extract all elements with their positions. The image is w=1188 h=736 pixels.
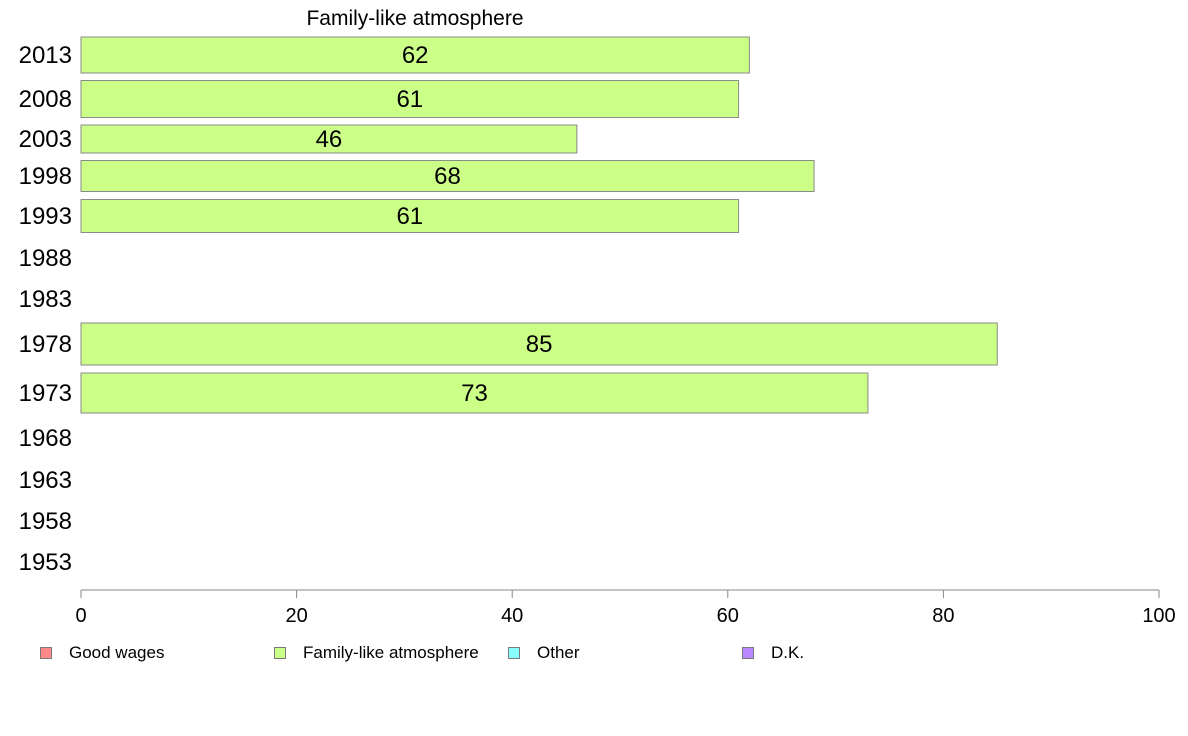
- category-label: 1998: [19, 163, 72, 190]
- bar: [80, 80, 740, 118]
- legend-item-good-wages: Good wages: [40, 643, 164, 663]
- bar: [80, 372, 869, 414]
- category-label: 1968: [19, 425, 72, 452]
- legend-swatch-good-wages: [40, 647, 52, 659]
- x-tick-label: 100: [1142, 605, 1175, 627]
- bar: [80, 322, 998, 366]
- bar-value-label: 85: [526, 331, 553, 358]
- bar-value-label: 61: [396, 203, 423, 230]
- x-tick-label: 20: [285, 605, 307, 627]
- x-tick-label: 80: [932, 605, 954, 627]
- x-axis: 0 20 40 60 80 100: [75, 589, 1176, 627]
- category-label: 1993: [19, 203, 72, 230]
- legend-swatch-dk: [742, 647, 754, 659]
- category-label: 1983: [19, 286, 72, 313]
- legend-label-dk: D.K.: [771, 643, 805, 662]
- x-tick-label: 0: [75, 605, 86, 627]
- bars-layer: 2013 62 2008 61 2003 46 1998 68 1993 61 1988 1983 19…: [19, 36, 998, 576]
- legend-swatch-family-like-atmosphere: [274, 647, 286, 659]
- legend-item-other: Other: [508, 643, 580, 663]
- x-tick-label: 40: [501, 605, 523, 627]
- chart-title: Family-like atmosphere: [306, 7, 523, 30]
- legend-swatch-other: [508, 647, 520, 659]
- bar-value-label: 73: [461, 380, 488, 407]
- legend-label-family-like-atmosphere: Family-like atmosphere: [303, 643, 479, 662]
- legend-item-family-like-atmosphere: Family-like atmosphere: [274, 643, 479, 663]
- category-label: 2003: [19, 126, 72, 153]
- category-label: 1963: [19, 467, 72, 494]
- category-label: 1953: [19, 549, 72, 576]
- chart: Family-like atmosphere 2013 62 2008 61 2003 4…: [19, 7, 1176, 627]
- bar: [80, 199, 740, 233]
- bar-value-label: 61: [396, 86, 423, 113]
- legend-label-other: Other: [537, 643, 580, 662]
- bar-value-label: 62: [402, 42, 429, 69]
- legend-label-good-wages: Good wages: [69, 643, 165, 662]
- category-label: 2008: [19, 86, 72, 113]
- category-label: 1978: [19, 331, 72, 358]
- x-tick-label: 60: [717, 605, 739, 627]
- legend: Good wages Family-like atmosphere Other …: [0, 643, 1188, 663]
- bar: [80, 124, 578, 154]
- bar-value-label: 68: [434, 163, 461, 190]
- category-label: 1958: [19, 508, 72, 535]
- category-label: 2013: [19, 42, 72, 69]
- bar-value-label: 46: [316, 126, 343, 153]
- bar: [80, 36, 750, 74]
- category-label: 1973: [19, 380, 72, 407]
- category-label: 1988: [19, 245, 72, 272]
- legend-item-dk: D.K.: [742, 643, 804, 663]
- bar: [80, 160, 815, 192]
